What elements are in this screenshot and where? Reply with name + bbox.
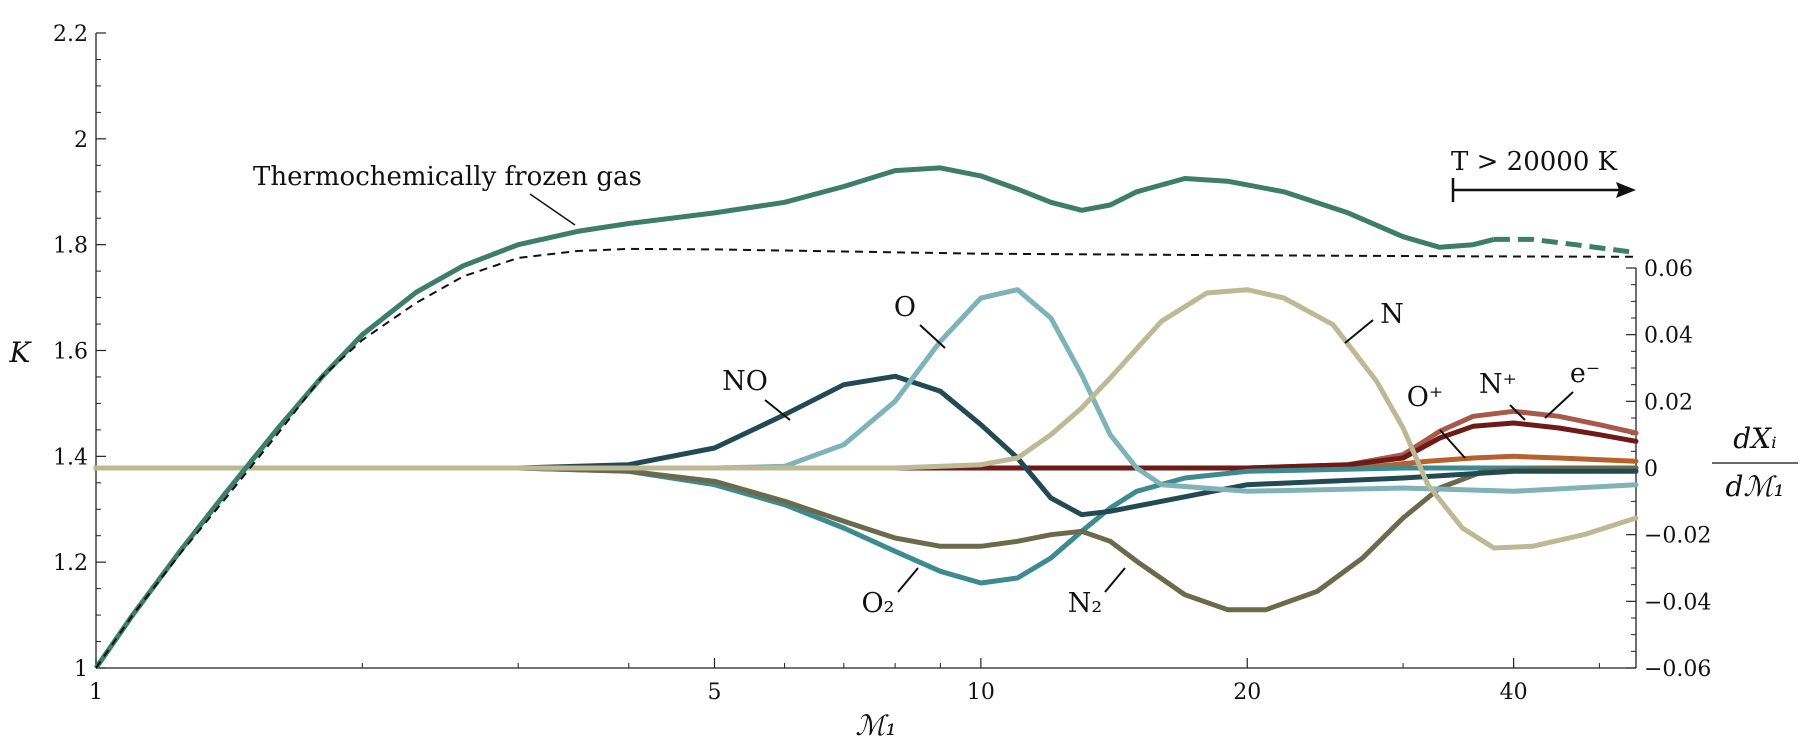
series-group bbox=[93, 165, 1639, 670]
leader-line-N2 bbox=[1104, 567, 1126, 593]
x-axis-title: ℳ₁ bbox=[855, 709, 896, 742]
y-right-tick-label: 0 bbox=[1644, 457, 1658, 482]
y-right-tick-label: −0.04 bbox=[1644, 590, 1711, 615]
y-left-tick-label: 1.8 bbox=[53, 234, 88, 259]
y-left-tick-label: 1.6 bbox=[53, 340, 88, 365]
leader-line-O bbox=[919, 324, 946, 349]
species-label-O: O bbox=[894, 292, 916, 323]
y-right-tick-label: 0.06 bbox=[1644, 257, 1693, 282]
y-left-tick-label: 2 bbox=[74, 128, 88, 153]
temperature-arrow-head bbox=[1616, 182, 1636, 198]
x-tick-label: 40 bbox=[1500, 680, 1528, 705]
y-right-tick-label: 0.02 bbox=[1644, 390, 1693, 415]
species-label-Nplus: N⁺ bbox=[1479, 369, 1517, 400]
frozen-gas-leader-line bbox=[529, 193, 576, 226]
series-line-NO bbox=[93, 373, 1639, 518]
x-tick-label: 10 bbox=[967, 680, 995, 705]
y-right-title-numerator: dXᵢ bbox=[1733, 422, 1777, 455]
x-tick-label: 5 bbox=[707, 680, 721, 705]
y-right-title-denominator: dℳ₁ bbox=[1725, 470, 1784, 503]
leader-line-O2 bbox=[897, 567, 919, 593]
y-left-tick-label: 2.2 bbox=[53, 22, 88, 47]
y-right-tick-label: −0.02 bbox=[1644, 524, 1711, 549]
series-line-frozen-gas bbox=[95, 247, 1637, 669]
series-line-N bbox=[93, 287, 1639, 551]
y-left-title: K bbox=[9, 336, 33, 369]
axes-group: 1 5 10 20 40 1 1.2 1.4 1.6 1.8 2 2.2 0.06 0.04 0.02 0 −0… bbox=[9, 22, 1798, 742]
series-line-O bbox=[93, 287, 1639, 494]
species-label-eminus: e⁻ bbox=[1570, 358, 1600, 389]
y-left-tick-label: 1.4 bbox=[53, 445, 88, 470]
species-label-N2: N₂ bbox=[1068, 588, 1102, 619]
leader-line-Nplus bbox=[1509, 404, 1526, 421]
species-label-O2: O₂ bbox=[862, 588, 895, 619]
y-left-tick-label: 1.2 bbox=[53, 551, 88, 576]
series-line-eminus bbox=[93, 420, 1639, 471]
leader-line-eminus bbox=[1544, 391, 1574, 419]
y-right-tick-label: 0.04 bbox=[1644, 324, 1693, 349]
leader-line-Oplus bbox=[1439, 429, 1466, 459]
species-label-Oplus: O⁺ bbox=[1407, 382, 1443, 413]
labels-group: NO O N O₂ N₂ O⁺ N⁺ e⁻ Thermochemically frozen ga… bbox=[253, 147, 1636, 619]
species-label-N: N bbox=[1380, 299, 1404, 330]
species-label-NO: NO bbox=[722, 366, 768, 397]
series-line-O2 bbox=[93, 465, 1639, 586]
frozen-gas-annotation: Thermochemically frozen gas bbox=[253, 162, 642, 192]
series-line-K-dashed-tail bbox=[1493, 236, 1637, 256]
y-left-tick-label: 1 bbox=[74, 657, 88, 682]
leader-line-N bbox=[1344, 319, 1374, 344]
x-tick-label: 20 bbox=[1233, 680, 1261, 705]
series-line-N2 bbox=[93, 465, 1639, 613]
temperature-annotation: T > 20000 K bbox=[1451, 147, 1618, 177]
y-right-tick-label: −0.06 bbox=[1644, 657, 1711, 682]
series-line-K bbox=[93, 165, 1495, 670]
leader-line-NO bbox=[764, 399, 791, 421]
x-tick-label: 1 bbox=[89, 680, 103, 705]
